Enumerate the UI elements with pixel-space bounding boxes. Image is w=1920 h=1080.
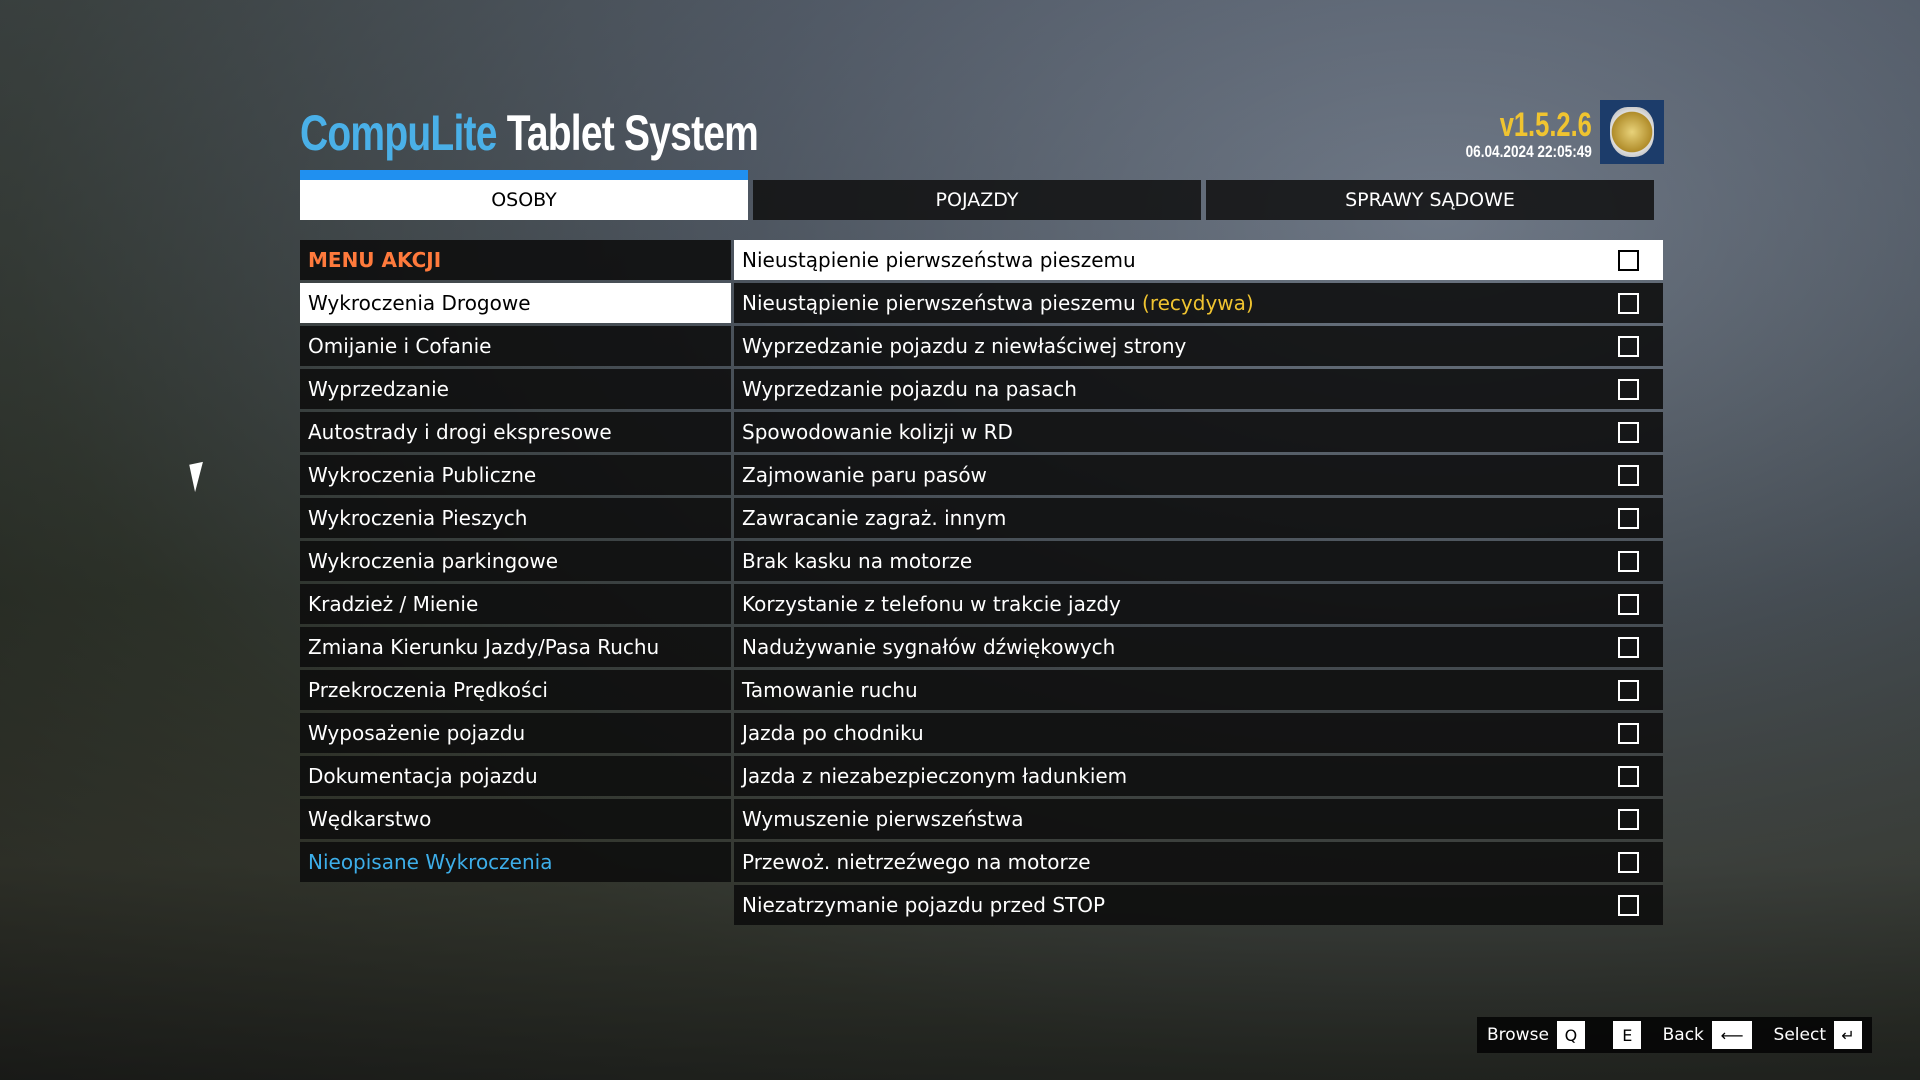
offense-row[interactable]: Wymuszenie pierwszeństwa — [734, 799, 1663, 839]
tab-0[interactable]: OSOBY — [300, 170, 748, 220]
offense-label: Jazda z niezabezpieczonym ładunkiem — [742, 764, 1128, 788]
menu-item[interactable]: Zmiana Kierunku Jazdy/Pasa Ruchu — [300, 627, 731, 667]
menu-item[interactable]: Wyposażenie pojazdu — [300, 713, 731, 753]
offense-row[interactable]: Jazda z niezabezpieczonym ładunkiem — [734, 756, 1663, 796]
offense-checkbox[interactable] — [1618, 766, 1639, 787]
key-q[interactable]: Q — [1556, 1021, 1585, 1049]
offense-checkbox[interactable] — [1618, 379, 1639, 400]
offense-label: Przewoż. nietrzeźwego na motorze — [742, 850, 1091, 874]
tab-2[interactable]: SPRAWY SĄDOWE — [1206, 180, 1654, 220]
menu-header: MENU AKCJI — [300, 240, 731, 280]
offense-row[interactable]: Nieustąpienie pierwszeństwa pieszemu (re… — [734, 283, 1663, 323]
offense-checkbox[interactable] — [1618, 250, 1639, 271]
back-label: Back — [1662, 1025, 1704, 1045]
offense-row[interactable]: Niezatrzymanie pojazdu przed STOP — [734, 885, 1663, 925]
enter-key-icon[interactable]: ↵ — [1834, 1021, 1862, 1049]
tab-1[interactable]: POJAZDY — [753, 180, 1201, 220]
offense-row[interactable]: Nadużywanie sygnałów dźwiękowych — [734, 627, 1663, 667]
menu-item[interactable]: Autostrady i drogi ekspresowe — [300, 412, 731, 452]
menu-item[interactable]: Wykroczenia parkingowe — [300, 541, 731, 581]
offense-label: Spowodowanie kolizji w RD — [742, 420, 1013, 444]
offense-label: Zawracanie zagraż. innym — [742, 506, 1007, 530]
offense-label: Wyprzedzanie pojazdu z niewłaściwej stro… — [742, 334, 1187, 358]
offense-row[interactable]: Przewoż. nietrzeźwego na motorze — [734, 842, 1663, 882]
offense-checkbox[interactable] — [1618, 465, 1639, 486]
offense-row[interactable]: Jazda po chodniku — [734, 713, 1663, 753]
menu-item[interactable]: Nieopisane Wykroczenia — [300, 842, 731, 882]
menu-item[interactable]: Wykroczenia Drogowe — [300, 283, 731, 323]
offense-row[interactable]: Spowodowanie kolizji w RD — [734, 412, 1663, 452]
offense-label: Wyprzedzanie pojazdu na pasach — [742, 377, 1077, 401]
back-key-icon[interactable]: ⟵ — [1711, 1021, 1753, 1049]
offense-checkbox[interactable] — [1618, 723, 1639, 744]
offense-row[interactable]: Brak kasku na motorze — [734, 541, 1663, 581]
offense-row[interactable]: Nieustąpienie pierwszeństwa pieszemu — [734, 240, 1663, 280]
offense-checkbox[interactable] — [1618, 637, 1639, 658]
offense-label: Niezatrzymanie pojazdu przed STOP — [742, 893, 1106, 917]
menu-item[interactable]: Wędkarstwo — [300, 799, 731, 839]
offense-row[interactable]: Zajmowanie paru pasów — [734, 455, 1663, 495]
police-badge-logo — [1600, 100, 1664, 164]
offense-row[interactable]: Wyprzedzanie pojazdu z niewłaściwej stro… — [734, 326, 1663, 366]
datetime: 06.04.2024 22:05:49 — [1465, 142, 1592, 161]
version: v1.5.2.6 — [1499, 106, 1592, 144]
offense-suffix: (recydywa) — [1142, 291, 1254, 315]
select-label: Select — [1773, 1025, 1826, 1045]
offense-label: Korzystanie z telefonu w trakcie jazdy — [742, 592, 1121, 616]
offense-label: Brak kasku na motorze — [742, 549, 973, 573]
offense-checkbox[interactable] — [1618, 508, 1639, 529]
offense-row[interactable]: Tamowanie ruchu — [734, 670, 1663, 710]
menu-item[interactable]: Przekroczenia Prędkości — [300, 670, 731, 710]
offense-label: Nieustąpienie pierwszeństwa pieszemu — [742, 248, 1136, 272]
offense-label: Nieustąpienie pierwszeństwa pieszemu — [742, 291, 1143, 315]
browse-label: Browse — [1487, 1025, 1549, 1045]
app-title: CompuLite Tablet System — [300, 105, 759, 161]
offense-row[interactable]: Zawracanie zagraż. innym — [734, 498, 1663, 538]
offense-row[interactable]: Wyprzedzanie pojazdu na pasach — [734, 369, 1663, 409]
offense-label: Tamowanie ruchu — [742, 678, 918, 702]
offense-label: Wymuszenie pierwszeństwa — [742, 807, 1024, 831]
offense-checkbox[interactable] — [1618, 680, 1639, 701]
offense-checkbox[interactable] — [1618, 422, 1639, 443]
key-e[interactable]: E — [1613, 1021, 1642, 1049]
offense-row[interactable]: Korzystanie z telefonu w trakcie jazdy — [734, 584, 1663, 624]
offense-checkbox[interactable] — [1618, 895, 1639, 916]
menu-item[interactable]: Dokumentacja pojazdu — [300, 756, 731, 796]
offense-checkbox[interactable] — [1618, 594, 1639, 615]
offense-checkbox[interactable] — [1618, 852, 1639, 873]
offense-checkbox[interactable] — [1618, 551, 1639, 572]
menu-item[interactable]: Wykroczenia Pieszych — [300, 498, 731, 538]
offense-label: Nadużywanie sygnałów dźwiękowych — [742, 635, 1116, 659]
menu-item[interactable]: Wykroczenia Publiczne — [300, 455, 731, 495]
offense-label: Jazda po chodniku — [742, 721, 924, 745]
offense-label: Zajmowanie paru pasów — [742, 463, 987, 487]
menu-item[interactable]: Kradzież / Mienie — [300, 584, 731, 624]
menu-item[interactable]: Wyprzedzanie — [300, 369, 731, 409]
controls-footer: Browse Q E Back ⟵ Select ↵ — [1477, 1017, 1872, 1053]
offense-checkbox[interactable] — [1618, 293, 1639, 314]
offense-checkbox[interactable] — [1618, 809, 1639, 830]
offense-checkbox[interactable] — [1618, 336, 1639, 357]
menu-item[interactable]: Omijanie i Cofanie — [300, 326, 731, 366]
version-info: v1.5.2.6 06.04.2024 22:05:49 — [1434, 108, 1592, 162]
